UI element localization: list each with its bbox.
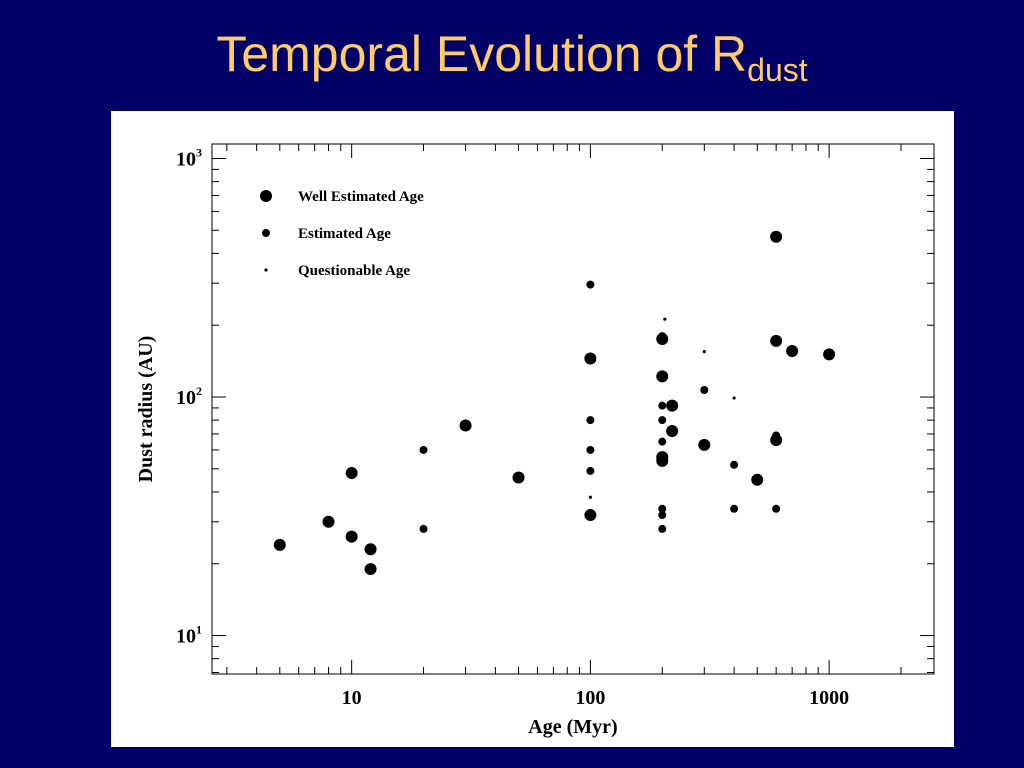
data-point [666,425,679,438]
legend-entry-label: Estimated Age [298,226,391,242]
y-tick-label-base: 10 [176,387,196,409]
data-point [658,437,667,446]
data-point [588,495,592,499]
data-point [459,419,472,432]
data-points [273,230,836,576]
data-point [786,344,799,357]
legend-marker [264,268,268,272]
axis-ticks [212,144,934,674]
legend-entry-label: Well Estimated Age [298,189,424,205]
slide-title-main: Temporal Evolution of R [216,26,748,82]
data-point [702,350,706,354]
y-tick-label: 103 [176,145,202,170]
data-point [345,530,358,543]
data-point [751,473,764,486]
data-point [772,431,781,440]
slide-title-subscript: dust [747,52,808,88]
data-point [658,511,667,520]
data-point [586,466,595,475]
data-point [364,543,377,556]
y-tick-label: 101 [176,623,202,648]
data-point [732,396,736,400]
data-point [419,524,428,533]
data-point [658,401,667,410]
data-point [770,334,783,347]
legend-marker [262,229,270,237]
data-point [584,352,597,365]
y-tick-label-base: 10 [176,148,196,170]
chart-panel: 10 100 1000 101 102 103 Age (Myr) Dust radius… [111,111,954,747]
y-tick-label-base: 10 [176,626,196,648]
data-point [658,332,667,341]
data-point [419,445,428,454]
data-point [656,454,669,467]
data-point [273,538,286,551]
x-tick-label: 10 [342,687,362,709]
data-point [586,416,595,425]
data-point [730,504,739,513]
data-point [345,467,358,480]
legend-marker [260,190,272,202]
legend: Well Estimated Age Estimated Age Questiona… [260,189,424,279]
x-tick-label: 100 [575,687,605,709]
legend-entry-label: Questionable Age [298,263,410,279]
data-point [512,471,525,484]
data-point [772,504,781,513]
data-point [658,416,667,425]
y-tick-label: 102 [176,384,202,409]
x-axis-label: Age (Myr) [528,716,617,738]
y-tick-label-exponent: 2 [196,384,202,398]
data-point [364,563,377,576]
data-point [823,348,836,361]
data-point [322,515,335,528]
data-point [770,230,783,243]
data-point [658,504,667,513]
plot-frame [211,143,935,675]
slide-title: Temporal Evolution of Rdust [0,22,1024,102]
data-point [658,524,667,533]
data-point [586,280,595,289]
data-point [698,438,711,451]
y-axis-label: Dust radius (AU) [135,336,157,483]
y-tick-label-exponent: 1 [196,623,202,637]
x-tick-label: 1000 [809,687,849,709]
data-point [586,445,595,454]
data-point [730,460,739,469]
data-point [700,386,709,395]
data-point [584,509,597,522]
data-point [666,399,679,412]
data-point [656,370,669,383]
data-point [663,317,667,321]
y-tick-label-exponent: 3 [196,145,202,159]
